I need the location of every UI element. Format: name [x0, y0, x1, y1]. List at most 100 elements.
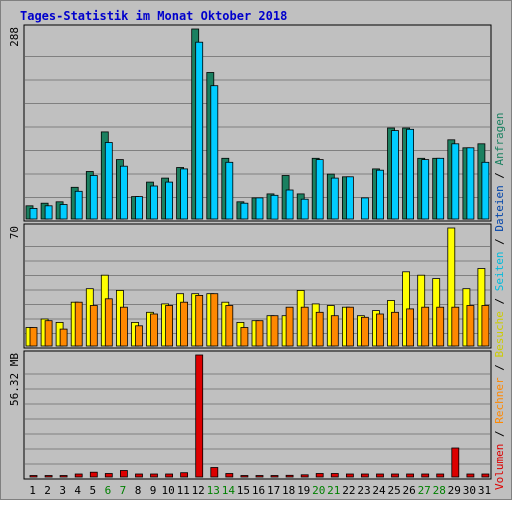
- bar-dateien-18: [285, 189, 294, 220]
- bar-dateien-30: [466, 147, 475, 220]
- bar-dateien-22: [345, 176, 354, 220]
- bar-volumen-6: [104, 473, 113, 478]
- bar-besuche-14: [225, 305, 234, 347]
- bar-dateien-1: [29, 207, 38, 220]
- bar-besuche-7: [120, 306, 128, 347]
- x-tick-21: 21: [327, 484, 340, 497]
- bar-volumen-30: [466, 473, 475, 478]
- bar-volumen-22: [345, 473, 354, 478]
- x-tick-26: 26: [402, 484, 415, 497]
- bar-dateien-29: [451, 143, 460, 220]
- bar-volumen-15: [240, 475, 249, 478]
- x-tick-17: 17: [267, 484, 280, 497]
- x-tick-12: 12: [192, 484, 205, 497]
- bar-volumen-20: [315, 473, 324, 478]
- y-max-label-middle: 70: [8, 226, 21, 239]
- bar-dateien-11: [180, 168, 189, 220]
- panel-top: 288: [8, 24, 492, 222]
- bar-besuche-16: [255, 320, 264, 347]
- bar-volumen-31: [481, 473, 490, 478]
- x-tick-10: 10: [161, 484, 174, 497]
- x-tick-18: 18: [282, 484, 295, 497]
- bar-dateien-15: [240, 202, 249, 220]
- x-tick-29: 29: [448, 484, 461, 497]
- bar-volumen-25: [391, 473, 399, 478]
- x-tick-15: 15: [237, 484, 250, 497]
- bar-dateien-10: [165, 181, 174, 220]
- bar-besuche-28: [436, 306, 445, 347]
- bar-besuche-2: [44, 320, 53, 347]
- bar-dateien-9: [150, 185, 158, 220]
- bar-besuche-3: [59, 328, 68, 347]
- bar-dateien-8: [135, 196, 143, 220]
- panels: 288 70 56.32 MB: [8, 24, 492, 480]
- bar-dateien-5: [89, 175, 98, 220]
- legend-separator: /: [493, 424, 506, 444]
- x-tick-30: 30: [463, 484, 476, 497]
- bar-volumen-2: [44, 475, 53, 478]
- x-tick-3: 3: [59, 484, 66, 497]
- bar-dateien-20: [315, 159, 324, 220]
- bar-volumen-11: [180, 472, 189, 478]
- bar-besuche-24: [376, 313, 384, 347]
- x-tick-5: 5: [89, 484, 96, 497]
- bar-besuche-19: [300, 306, 309, 347]
- bar-besuche-1: [29, 327, 38, 347]
- bar-besuche-9: [150, 313, 158, 347]
- series-besuche: [29, 293, 490, 347]
- bar-dateien-12: [195, 41, 204, 220]
- bar-dateien-25: [391, 130, 399, 220]
- bar-volumen-28: [436, 473, 445, 478]
- bar-dateien-13: [210, 85, 219, 220]
- legend-besuche: Besuche: [493, 311, 506, 357]
- bar-dateien-14: [225, 161, 234, 220]
- legend-seiten: Seiten: [493, 252, 506, 292]
- bar-volumen-8: [135, 473, 143, 478]
- bar-besuche-27: [421, 306, 430, 347]
- x-tick-1: 1: [29, 484, 36, 497]
- legend-separator: /: [493, 165, 506, 185]
- legend-separator: /: [493, 291, 506, 311]
- x-tick-labels: 1 2 3 4 5 6 7 8 9 10 11 12 13 14 15 16 17 18 19 20 21 22 23 24 2…: [29, 484, 491, 497]
- bar-volumen-17: [270, 475, 279, 478]
- bar-dateien-31: [481, 161, 490, 220]
- x-tick-23: 23: [357, 484, 370, 497]
- bar-dateien-2: [44, 205, 53, 220]
- right-legend: Volumen / Rechner / Besuche / Seiten / D…: [493, 112, 506, 490]
- panel-frame-bottom: [23, 350, 492, 480]
- series-anfragen: [25, 28, 486, 220]
- bar-besuche-30: [466, 305, 475, 347]
- bar-dateien-24: [376, 169, 384, 220]
- x-tick-27: 27: [418, 484, 431, 497]
- bar-dateien-17: [270, 194, 279, 220]
- bar-dateien-28: [436, 157, 445, 220]
- bar-besuche-21: [330, 315, 339, 347]
- x-tick-16: 16: [252, 484, 265, 497]
- x-tick-4: 4: [74, 484, 81, 497]
- bar-volumen-24: [376, 473, 384, 478]
- bar-besuche-23: [360, 316, 369, 347]
- y-max-label-top: 288: [8, 27, 21, 47]
- x-tick-6: 6: [105, 484, 112, 497]
- bar-besuche-8: [135, 325, 143, 347]
- bar-volumen-3: [59, 475, 68, 478]
- x-tick-7: 7: [120, 484, 127, 497]
- bar-besuche-6: [104, 298, 113, 347]
- legend-rechner: Rechner: [493, 377, 506, 424]
- bar-volumen-4: [74, 473, 83, 478]
- bar-volumen-12: [195, 354, 204, 478]
- x-tick-28: 28: [433, 484, 446, 497]
- bar-volumen-23: [360, 473, 369, 478]
- x-tick-22: 22: [342, 484, 355, 497]
- bar-dateien-3: [59, 204, 68, 220]
- x-tick-8: 8: [135, 484, 142, 497]
- bar-seiten-29: [447, 227, 456, 347]
- bar-dateien-27: [421, 159, 430, 220]
- x-tick-2: 2: [44, 484, 51, 497]
- bar-volumen-9: [150, 473, 158, 478]
- x-tick-11: 11: [177, 484, 190, 497]
- bar-volumen-27: [421, 473, 430, 478]
- bar-besuche-5: [89, 305, 98, 347]
- bar-besuche-18: [285, 306, 294, 347]
